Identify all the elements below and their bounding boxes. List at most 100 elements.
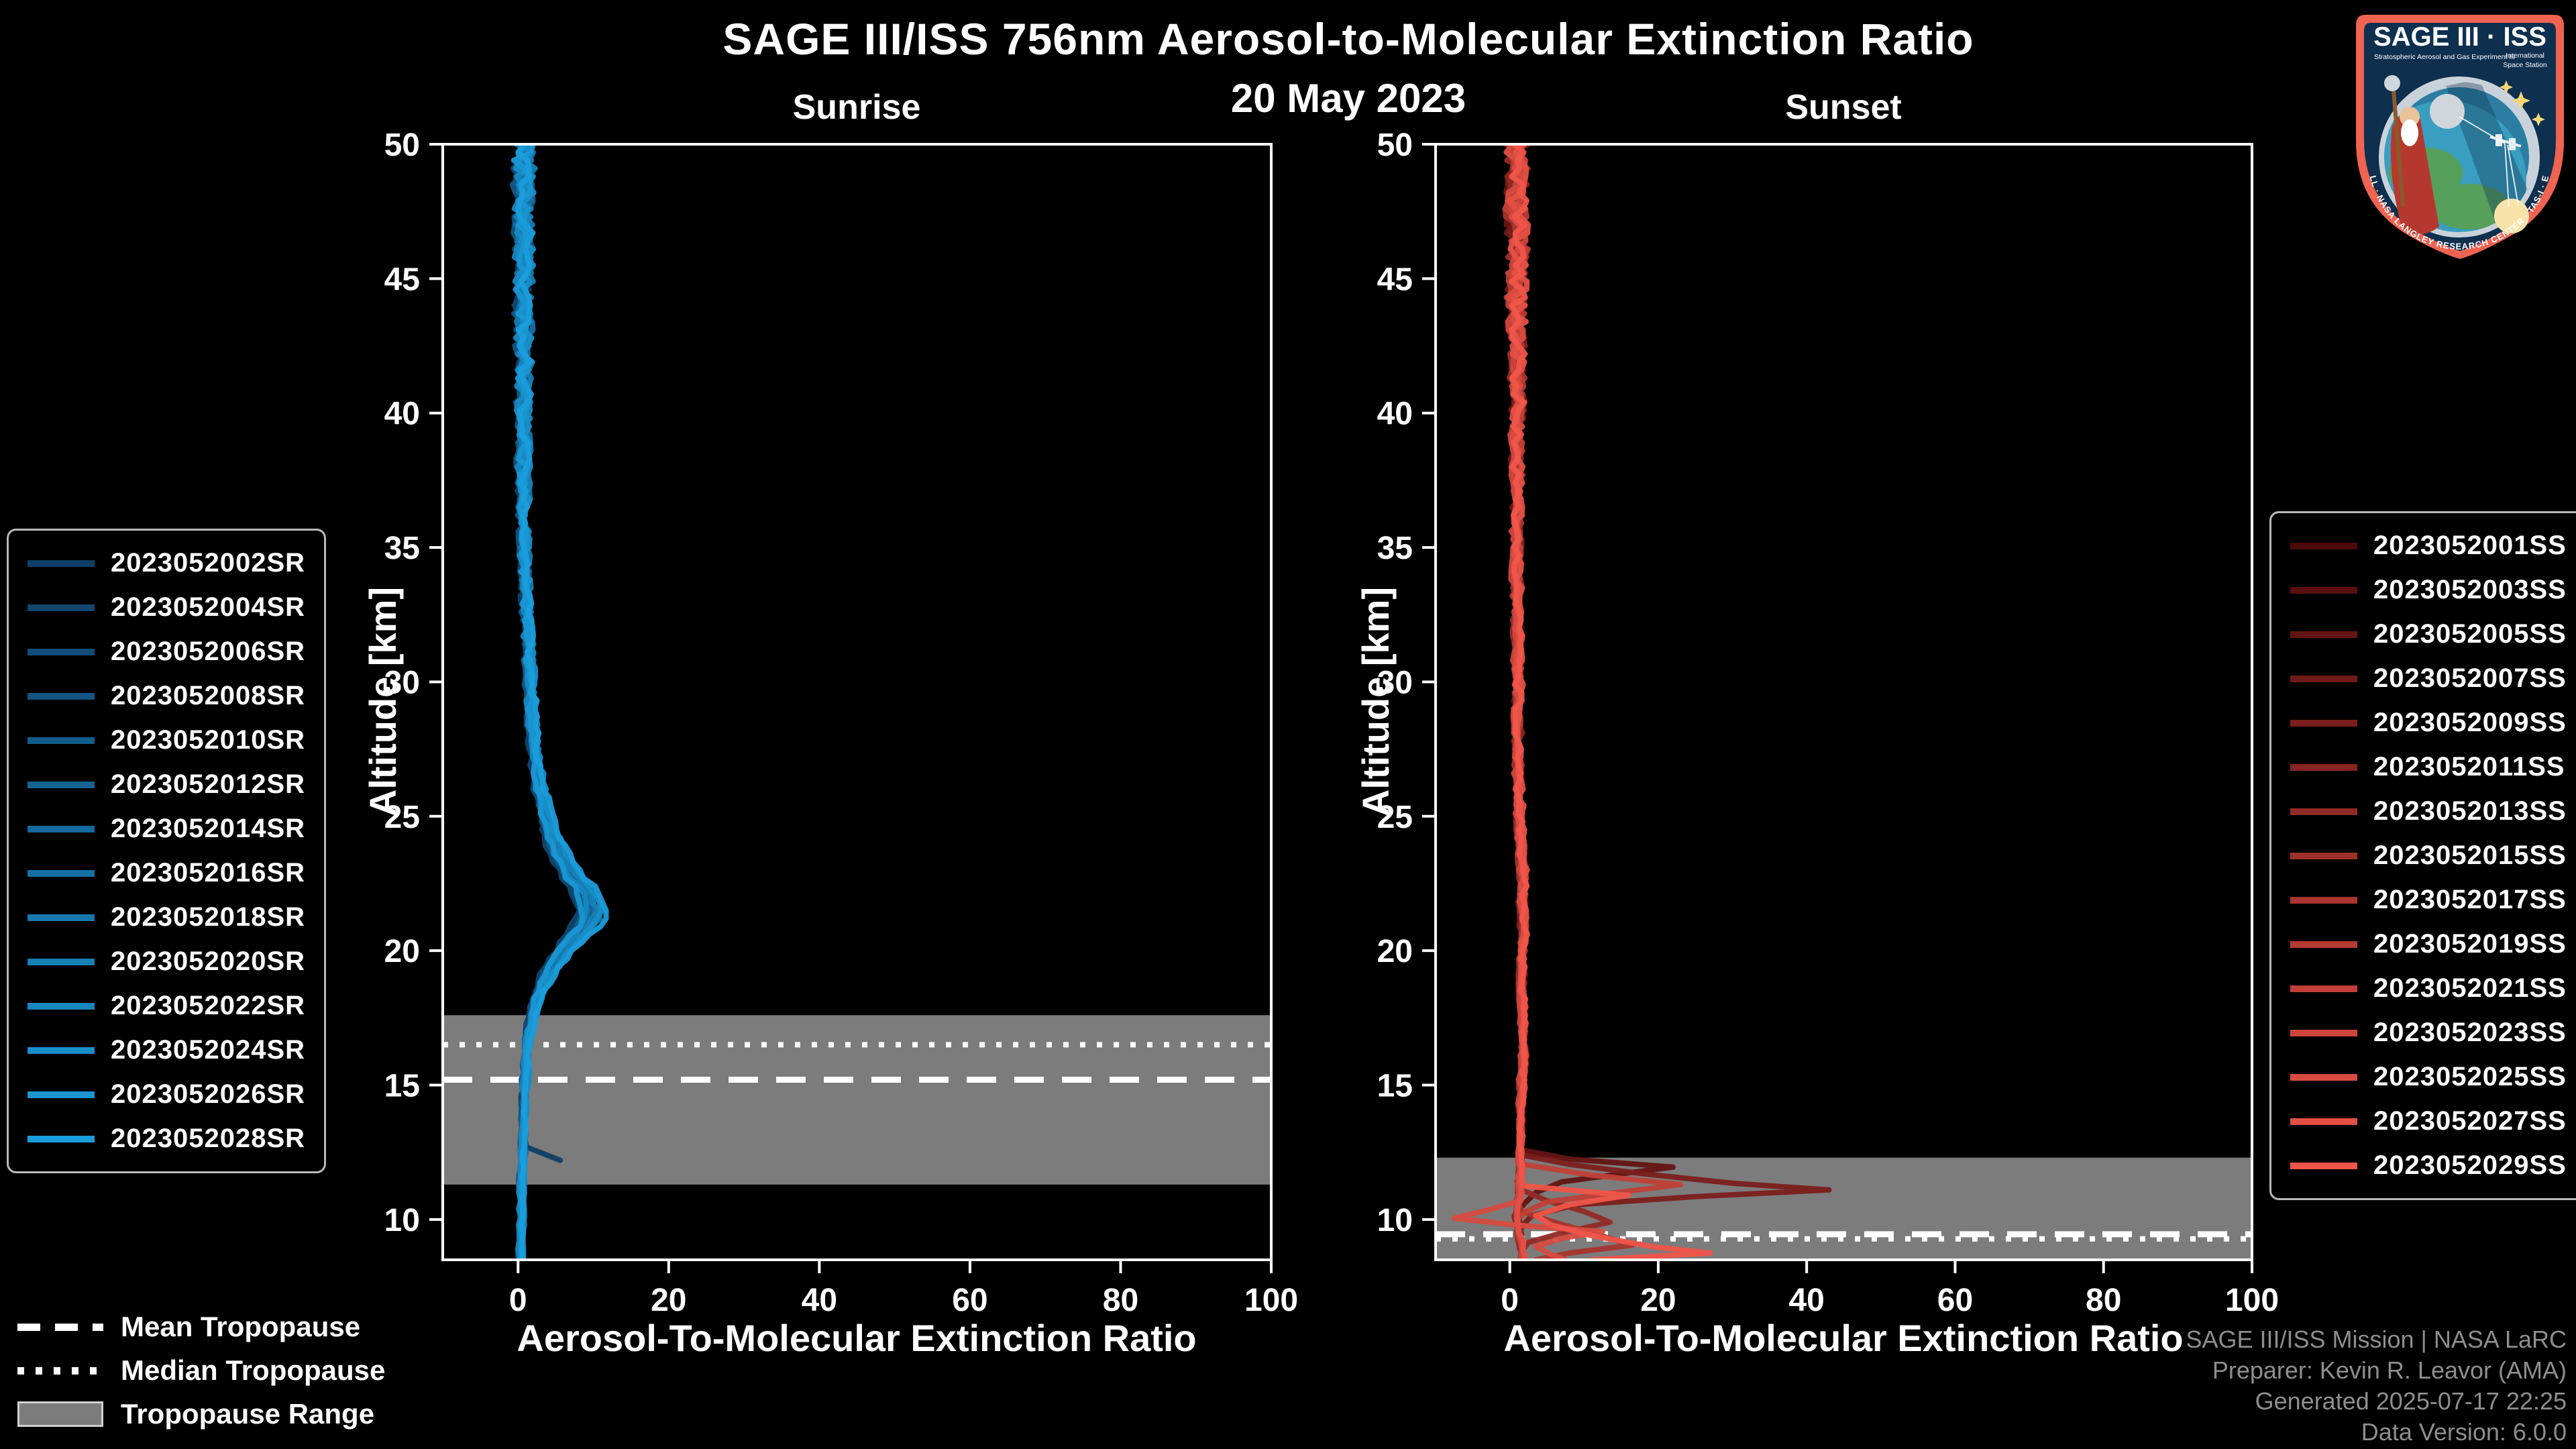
legend-swatch <box>28 1002 95 1010</box>
legend-swatch <box>2290 542 2357 549</box>
tropopause-legend: Mean Tropopause Median Tropopause Tropop… <box>17 1311 385 1430</box>
legend-swatch <box>28 1046 95 1054</box>
legend-swatch <box>28 737 95 744</box>
legend-swatch <box>2290 1162 2357 1169</box>
legend-label: 2023052013SS <box>2373 796 2567 826</box>
legend-label: 2023052018SR <box>111 902 306 932</box>
legend-label: 2023052023SS <box>2373 1018 2567 1047</box>
y-tick-label: 45 <box>384 262 420 297</box>
median-tropopause-swatch <box>17 1366 103 1375</box>
legend-item: 2023052017SS <box>2290 885 2567 915</box>
y-tick-label: 25 <box>1377 800 1413 835</box>
legend-label: 2023052004SR <box>111 592 306 622</box>
x-tick-label: 80 <box>2086 1283 2121 1318</box>
x-tick-label: 20 <box>651 1283 686 1318</box>
legend-label: 2023052014SR <box>111 814 306 843</box>
tropopause-legend-median: Median Tropopause <box>17 1354 385 1387</box>
x-tick-label: 100 <box>2225 1283 2279 1318</box>
patch-land-2 <box>2429 184 2510 229</box>
median-tropopause-label: Median Tropopause <box>121 1354 386 1386</box>
y-tick-label: 10 <box>384 1203 420 1238</box>
series-line-2023052025SS <box>1451 144 1605 1260</box>
footer-mission: SAGE III/ISS Mission | NASA LaRC <box>2186 1325 2567 1353</box>
date-subtitle: 20 May 2023 <box>1230 76 1466 121</box>
legend-item: 2023052019SS <box>2290 929 2567 959</box>
legend-item: 2023052020SR <box>28 947 305 977</box>
legend-swatch <box>2290 631 2357 638</box>
x-tick-label: 80 <box>1103 1283 1138 1318</box>
legend-swatch <box>2290 1118 2357 1125</box>
legend-swatch <box>28 825 95 833</box>
plot-frame <box>441 143 1273 1261</box>
series-line-2023052028SR <box>515 144 609 1260</box>
patch-subtitle-left: Stratospheric Aerosol and Gas Experiment… <box>2374 53 2515 61</box>
legend-swatch <box>28 559 95 567</box>
y-tick-label: 35 <box>384 531 420 566</box>
legend-swatch <box>2290 675 2357 682</box>
legend-label: 2023052025SS <box>2373 1062 2567 1091</box>
patch-subtitle-right-2: Space Station <box>2503 61 2547 69</box>
legend-item: 2023052008SR <box>28 681 305 711</box>
patch-observation-beams <box>2459 116 2519 207</box>
x-tick-label: 0 <box>509 1283 527 1318</box>
series-line-2023052005SS <box>1503 144 1676 1260</box>
y-tick-label: 30 <box>384 665 420 700</box>
legend-item: 2023052015SS <box>2290 841 2567 871</box>
legend-label: 2023052022SR <box>111 991 306 1020</box>
legend-swatch <box>28 1091 95 1098</box>
legend-item: 2023052025SS <box>2290 1062 2567 1092</box>
legend-item: 2023052024SR <box>28 1035 305 1065</box>
legend-label: 2023052015SS <box>2373 841 2567 870</box>
patch-subtitle-right-1: International <box>2506 52 2544 60</box>
legend-swatch <box>2290 719 2357 727</box>
tropopause-legend-mean: Mean Tropopause <box>17 1311 385 1343</box>
legend-item: 2023052007SS <box>2290 663 2567 694</box>
legend-item: 2023052021SS <box>2290 973 2567 1004</box>
patch-moon <box>2430 94 2465 129</box>
legend-label: 2023052003SS <box>2373 575 2567 604</box>
legend-label: 2023052002SR <box>111 548 306 578</box>
legend-item: 2023052014SR <box>28 814 305 844</box>
y-tick-label: 35 <box>1377 531 1413 566</box>
legend-swatch <box>28 692 95 700</box>
legend-swatch <box>28 869 95 877</box>
legend-item: 2023052026SR <box>28 1079 305 1110</box>
legend-swatch <box>2290 763 2357 771</box>
patch-title: SAGE III · ISS <box>2373 22 2546 52</box>
legend-swatch <box>28 781 95 788</box>
series-line-2023052009SS <box>1504 144 1832 1260</box>
legend-item: 2023052001SS <box>2290 531 2567 561</box>
legend-swatch <box>28 958 95 965</box>
legend-label: 2023052008SR <box>111 681 306 710</box>
page-title: SAGE III/ISS 756nm Aerosol-to-Molecular … <box>722 14 1974 64</box>
x-tick-label: 40 <box>1788 1283 1824 1318</box>
x-axis-label-sunset: Aerosol-To-Molecular Extinction Ratio <box>1503 1317 2184 1359</box>
y-tick-label: 50 <box>1377 127 1413 163</box>
legend-label: 2023052028SR <box>111 1124 306 1153</box>
patch-stars <box>2500 80 2545 126</box>
legend-label: 2023052017SS <box>2373 885 2567 914</box>
tropopause-legend-range: Tropopause Range <box>17 1398 385 1430</box>
legend-label: 2023052016SR <box>111 858 306 888</box>
panel-sunset: 0 20 40 60 80 100 10 15 20 25 30 35 40 45 50 <box>1377 127 2279 1318</box>
legend-label: 2023052019SS <box>2373 929 2567 959</box>
y-tick-label: 30 <box>1377 665 1413 700</box>
legend-label: 2023052026SR <box>111 1079 306 1109</box>
panel-title-sunrise: Sunrise <box>792 88 921 127</box>
patch-figure <box>2384 75 2439 234</box>
x-axis-label-sunrise: Aerosol-To-Molecular Extinction Ratio <box>517 1317 1197 1359</box>
y-axis-label-sunset: Altitude [km] <box>1354 586 1397 817</box>
plot-frame <box>1434 143 2253 1261</box>
footer-data-version: Data Version: 6.0.0 <box>2361 1417 2567 1446</box>
series-line-2023052029SS <box>1509 144 1713 1260</box>
legend-label: 2023052009SS <box>2373 708 2567 737</box>
x-tick-label: 20 <box>1640 1283 1676 1318</box>
y-tick-label: 15 <box>384 1069 420 1104</box>
y-tick-label: 50 <box>384 127 420 163</box>
legend-label: 2023052001SS <box>2373 531 2567 560</box>
legend-item: 2023052004SR <box>28 592 305 623</box>
x-tick-label: 40 <box>802 1283 837 1318</box>
legend-swatch <box>28 914 95 921</box>
legend-swatch <box>2290 1073 2357 1081</box>
